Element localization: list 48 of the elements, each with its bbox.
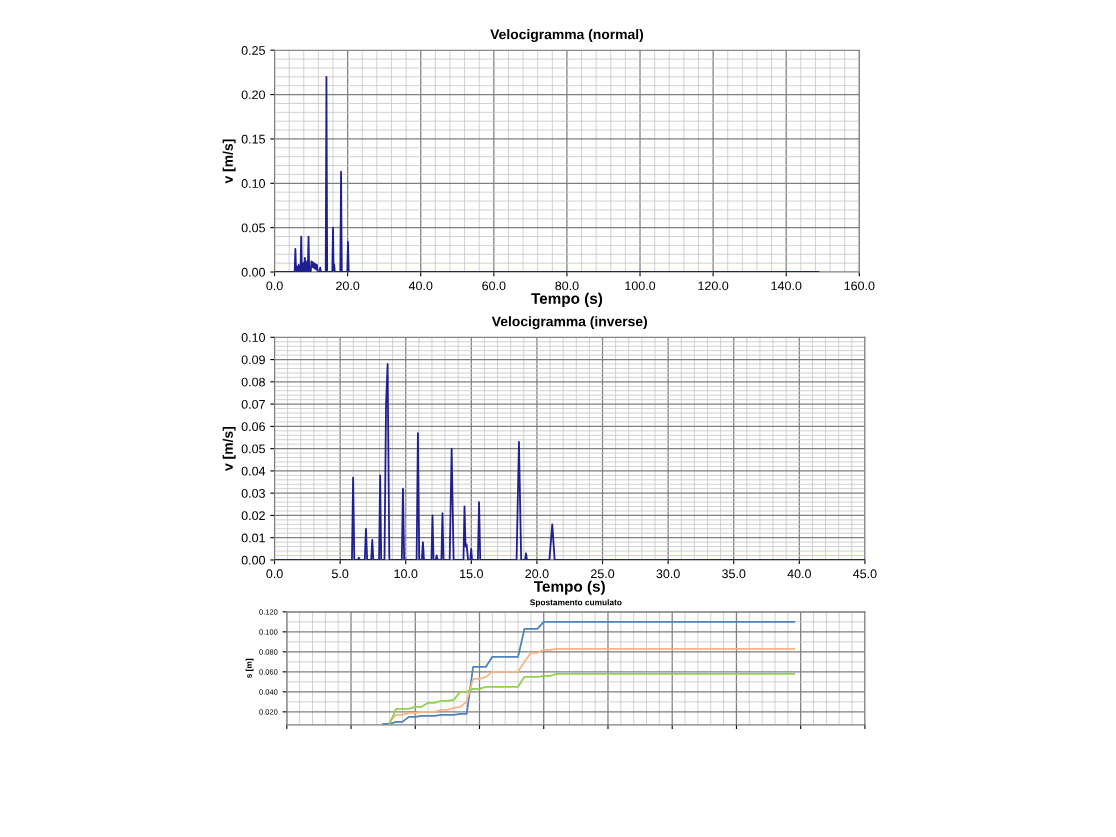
line-series: [388, 647, 796, 723]
x-tick-label: 0.0: [266, 281, 283, 291]
y-tick-label: 0.08: [241, 377, 265, 387]
y-tick-label: 0.25: [241, 46, 265, 55]
x-tick-label: 60.0: [482, 281, 506, 291]
chart-title: Velocigramma (inverse): [491, 316, 647, 330]
y-tick-label: 0.07: [241, 399, 265, 409]
x-tick-label: 35.0: [722, 569, 746, 579]
x-tick-label: 40.0: [408, 281, 433, 291]
y-tick-label: 0.02: [241, 511, 265, 521]
y-tick-label: 0.06: [241, 422, 265, 432]
x-tick-label: 20.0: [336, 281, 360, 291]
y-tick-label: 0.00: [241, 267, 266, 277]
y-tick-label: 0.03: [241, 488, 265, 498]
x-tick-label: 10.0: [394, 569, 418, 579]
x-tick-label: 5.0: [331, 569, 349, 579]
y-tick-label: 0.20: [241, 90, 266, 100]
x-tick-label: 80.0: [555, 281, 579, 291]
x-tick-label: 30.0: [656, 569, 680, 579]
line-series: [382, 620, 796, 725]
x-tick-label: 0.0: [266, 569, 283, 579]
x-axis-title: Tempo (s): [533, 580, 605, 595]
y-tick-label: 0.05: [241, 444, 265, 454]
chart-title: Spostamento cumulato: [530, 599, 622, 607]
x-tick-label: 100.0: [625, 281, 656, 291]
y-tick-label: 0.10: [241, 333, 266, 342]
y-tick-label: 0.05: [241, 223, 265, 233]
y-axis-title: v [m/s]: [222, 427, 236, 471]
x-tick-label: 120.0: [698, 281, 729, 291]
y-tick-label: 0.09: [241, 355, 265, 365]
line-series: [388, 672, 796, 725]
y-tick-label: 0.10: [241, 179, 266, 188]
y-tick-label: 0.15: [241, 134, 265, 144]
x-tick-label: 20.0: [525, 569, 549, 579]
y-tick-label: 0.04: [241, 466, 266, 476]
chart-title: Velocigramma (normal): [490, 29, 644, 43]
x-tick-label: 160.0: [844, 281, 875, 291]
y-tick-label: 0.00: [241, 555, 266, 565]
x-tick-label: 45.0: [853, 569, 877, 579]
y-axis-title: s [m]: [245, 658, 254, 679]
x-axis-title: Tempo (s): [531, 292, 603, 307]
x-tick-label: 15.0: [460, 569, 483, 579]
y-tick-label: 0.01: [241, 533, 265, 543]
line-series: [274, 75, 820, 273]
y-axis-title: v [m/s]: [222, 139, 236, 184]
x-tick-label: 25.0: [590, 569, 615, 579]
x-tick-label: 140.0: [771, 281, 802, 291]
x-tick-label: 40.0: [787, 569, 811, 579]
